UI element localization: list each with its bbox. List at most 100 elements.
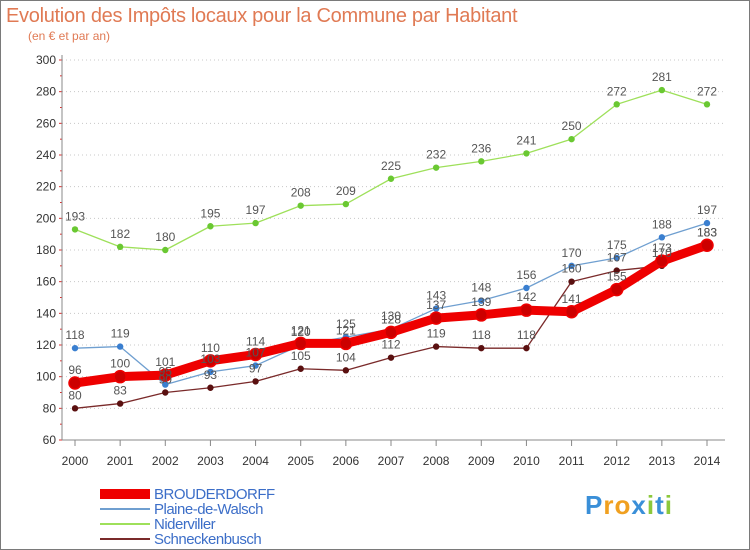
data-label: 107 — [246, 346, 266, 360]
data-point — [613, 267, 620, 274]
y-tick-label: 160 — [36, 275, 56, 289]
data-point — [297, 202, 304, 209]
data-label: 118 — [517, 328, 536, 342]
x-tick-label: 2013 — [649, 454, 676, 468]
logo-letter: r — [603, 490, 615, 520]
legend-label: BROUDERDORFF — [154, 486, 275, 503]
data-point — [478, 297, 485, 304]
y-tick-label: 280 — [36, 85, 56, 99]
data-label: 119 — [427, 327, 446, 341]
data-point — [613, 101, 620, 108]
data-label: 236 — [471, 141, 491, 155]
y-tick-label: 240 — [36, 148, 56, 162]
data-label: 130 — [381, 309, 401, 323]
data-label: 83 — [113, 384, 127, 398]
data-point — [519, 303, 534, 317]
data-label: 121 — [336, 323, 356, 337]
y-tick-label: 80 — [43, 401, 57, 415]
data-label: 272 — [607, 84, 627, 98]
data-label: 143 — [426, 289, 446, 303]
data-point — [432, 343, 440, 350]
x-tick-label: 2009 — [468, 454, 495, 468]
legend-swatch — [100, 489, 150, 499]
logo-letter: i — [646, 490, 656, 520]
data-point — [658, 234, 666, 241]
data-point — [387, 354, 395, 361]
data-point — [523, 150, 530, 157]
data-point — [609, 282, 624, 297]
data-label: 137 — [426, 298, 446, 312]
y-tick-label: 120 — [36, 338, 56, 352]
y-tick-label: 200 — [36, 211, 56, 225]
data-label: 250 — [562, 119, 582, 133]
data-point — [523, 344, 530, 352]
x-tick-label: 2006 — [333, 454, 360, 468]
data-label: 93 — [204, 368, 218, 382]
y-tick-label: 260 — [36, 116, 56, 130]
legend-swatch — [100, 523, 150, 525]
x-tick-label: 2010 — [513, 454, 540, 468]
data-label: 208 — [291, 186, 311, 200]
data-label: 121 — [291, 323, 311, 337]
data-point — [564, 305, 579, 319]
data-point — [71, 405, 79, 412]
data-point — [162, 381, 169, 388]
x-tick-label: 2004 — [242, 454, 269, 468]
data-point — [68, 376, 82, 390]
data-label: 96 — [68, 363, 82, 377]
x-tick-label: 2008 — [423, 454, 450, 468]
y-tick-label: 300 — [36, 53, 56, 67]
data-label: 118 — [65, 328, 84, 342]
data-label: 142 — [516, 290, 536, 304]
data-label: 197 — [697, 203, 717, 217]
data-point — [71, 226, 79, 233]
data-label: 139 — [471, 295, 491, 309]
x-tick-label: 2001 — [107, 454, 134, 468]
data-label: 110 — [201, 341, 220, 355]
data-label: 100 — [110, 357, 130, 371]
data-point — [162, 389, 169, 396]
data-point — [655, 254, 669, 268]
data-point — [297, 365, 304, 372]
data-point — [252, 219, 259, 227]
data-point — [478, 158, 485, 165]
data-point — [429, 311, 443, 325]
data-label: 167 — [607, 251, 627, 265]
data-point — [384, 325, 398, 340]
data-point — [432, 164, 440, 171]
data-label: 141 — [562, 292, 582, 306]
y-tick-label: 60 — [43, 433, 57, 447]
data-label: 105 — [291, 349, 311, 363]
y-tick-label: 100 — [36, 370, 56, 384]
data-label: 103 — [200, 352, 220, 366]
chart-subtitle: (en € et par an) — [28, 29, 111, 43]
data-label: 281 — [652, 70, 672, 84]
data-label: 183 — [697, 225, 717, 239]
data-label: 195 — [200, 206, 220, 220]
data-point — [71, 344, 79, 352]
data-point — [523, 284, 530, 292]
data-label: 180 — [155, 230, 175, 244]
data-point — [248, 347, 263, 362]
logo-letter: x — [631, 490, 647, 520]
data-label: 156 — [516, 268, 536, 282]
data-label: 183 — [697, 225, 717, 239]
data-label: 272 — [697, 84, 717, 98]
data-point — [387, 175, 395, 182]
data-point — [478, 344, 485, 352]
data-point — [293, 336, 308, 351]
data-label: 209 — [336, 184, 356, 198]
data-point — [116, 400, 124, 407]
data-label: 170 — [652, 246, 672, 260]
data-label: 119 — [111, 327, 130, 341]
x-tick-label: 2007 — [378, 454, 405, 468]
data-label: 118 — [472, 328, 491, 342]
data-label: 120 — [291, 325, 311, 339]
data-point — [203, 354, 218, 368]
data-point — [162, 246, 169, 254]
data-label: 188 — [652, 217, 672, 231]
legend-label: Schneckenbusch — [154, 531, 262, 548]
y-tick-label: 220 — [36, 180, 56, 194]
data-point — [613, 254, 620, 262]
